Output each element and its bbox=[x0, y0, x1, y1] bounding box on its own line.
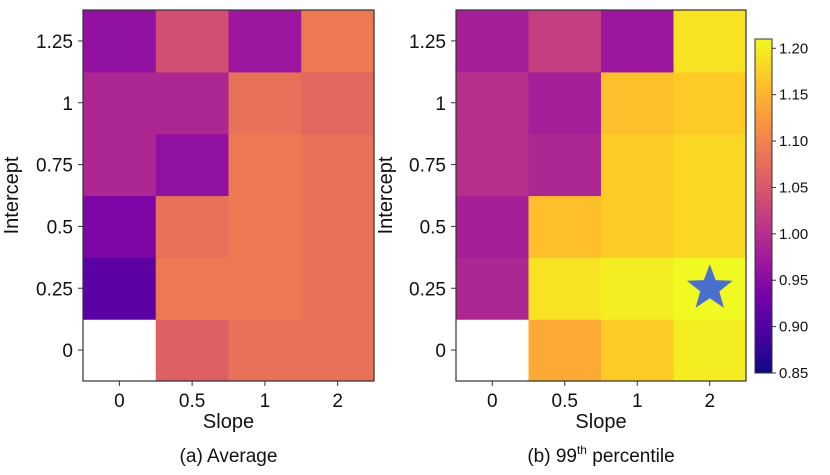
heatmap-cell bbox=[155, 195, 230, 258]
heatmap-cell bbox=[456, 10, 530, 73]
x-tick-label: 2 bbox=[704, 391, 715, 412]
heatmap-cell bbox=[155, 319, 230, 382]
heatmap-cell bbox=[301, 195, 375, 258]
heatmap-cell bbox=[528, 133, 602, 197]
y-tick-label: 1.25 bbox=[409, 32, 446, 53]
heatmap-cell bbox=[301, 10, 375, 73]
y-tick-label: 0.75 bbox=[36, 156, 73, 177]
colorbar-tick-label: 1.15 bbox=[779, 87, 808, 104]
heatmap-cell bbox=[601, 195, 675, 258]
heatmap-cell bbox=[155, 10, 230, 73]
heatmap-cell bbox=[228, 319, 302, 382]
x-tick-label: 0 bbox=[487, 391, 498, 412]
panel-caption: (a) Average bbox=[180, 446, 278, 467]
y-tick-label: 0 bbox=[62, 341, 73, 362]
heatmap-cell bbox=[301, 71, 375, 135]
colorbar bbox=[754, 38, 773, 374]
plot-frame bbox=[82, 9, 375, 382]
heatmap-cell bbox=[228, 257, 302, 320]
colorbar-tick-label: 0.85 bbox=[779, 365, 808, 382]
heatmap-cell bbox=[228, 133, 302, 197]
heatmap-cell bbox=[601, 319, 675, 382]
x-tick-label: 0 bbox=[114, 391, 125, 412]
heatmap-cell bbox=[673, 319, 747, 382]
heatmap-cell bbox=[673, 71, 747, 135]
heatmap-cell bbox=[456, 319, 530, 382]
heatmap-cell bbox=[456, 133, 530, 197]
y-axis-label: Intercept bbox=[375, 156, 397, 234]
heatmap-cell bbox=[301, 319, 375, 382]
heatmap-cell bbox=[83, 71, 157, 135]
heatmap-cell bbox=[456, 71, 530, 135]
heatmap-cell bbox=[456, 257, 530, 320]
heatmap-cell bbox=[228, 71, 302, 135]
heatmap-cell bbox=[456, 195, 530, 258]
colorbar-tick-label: 1.10 bbox=[779, 133, 808, 150]
colorbar-tick-label: 0.95 bbox=[779, 272, 808, 289]
y-tick-label: 0.75 bbox=[409, 156, 446, 177]
panel-caption: (b) 99th percentile bbox=[527, 443, 674, 467]
colorbar-tick-label: 1.00 bbox=[779, 226, 808, 243]
heatmap-cell bbox=[673, 195, 747, 258]
heatmap-cell bbox=[155, 133, 230, 197]
y-tick-label: 1 bbox=[435, 94, 446, 115]
colorbar-tick-label: 1.20 bbox=[779, 40, 808, 57]
x-axis-label: Slope bbox=[575, 411, 626, 433]
colorbar-tick-label: 0.90 bbox=[779, 319, 808, 336]
y-tick-label: 0.25 bbox=[36, 279, 73, 300]
heatmap-cell bbox=[601, 71, 675, 135]
heatmap-cell bbox=[528, 71, 602, 135]
heatmap-cell bbox=[228, 10, 302, 73]
heatmap-cell bbox=[155, 257, 230, 320]
heatmap-cell bbox=[83, 10, 157, 73]
y-tick-label: 1 bbox=[62, 94, 73, 115]
y-tick-label: 0.5 bbox=[47, 217, 73, 238]
heatmap-cell bbox=[83, 195, 157, 258]
y-tick-label: 0 bbox=[435, 341, 446, 362]
x-tick-label: 0.5 bbox=[179, 391, 205, 412]
heatmap-cell bbox=[83, 257, 157, 320]
heatmap-cell bbox=[83, 319, 157, 382]
heatmap-cell bbox=[673, 10, 747, 73]
y-axis-label: Intercept bbox=[1, 156, 23, 234]
heatmap-cell bbox=[528, 195, 602, 258]
y-tick-label: 1.25 bbox=[36, 32, 73, 53]
x-tick-label: 1 bbox=[632, 391, 643, 412]
heatmap-cell bbox=[601, 133, 675, 197]
heatmap-cell bbox=[301, 133, 375, 197]
heatmap-cell bbox=[228, 195, 302, 258]
heatmap-cell bbox=[673, 133, 747, 197]
x-axis-label: Slope bbox=[203, 411, 254, 433]
heatmap-cell bbox=[528, 10, 602, 73]
heatmap-cell bbox=[601, 257, 675, 320]
heatmap-cell bbox=[528, 319, 602, 382]
highlight-star-icon bbox=[686, 264, 733, 308]
y-tick-label: 0.5 bbox=[420, 217, 446, 238]
heatmap-cell bbox=[155, 71, 230, 135]
x-tick-label: 0.5 bbox=[552, 391, 578, 412]
colorbar-tick-label: 1.05 bbox=[779, 179, 808, 196]
heatmap-cell bbox=[528, 257, 602, 320]
heatmap-cell bbox=[83, 133, 157, 197]
plot-frame bbox=[455, 9, 747, 382]
heatmap-cell bbox=[601, 10, 675, 73]
x-tick-label: 2 bbox=[332, 391, 343, 412]
heatmap-cell bbox=[301, 257, 375, 320]
x-tick-label: 1 bbox=[260, 391, 271, 412]
y-tick-label: 0.25 bbox=[409, 279, 446, 300]
